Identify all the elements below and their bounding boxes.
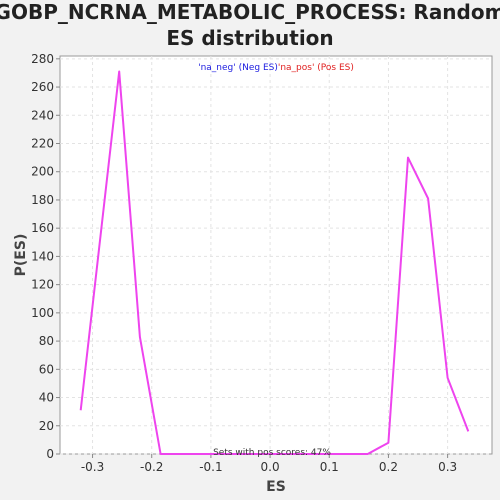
y-axis-label: P(ES) — [13, 234, 29, 277]
x-tick-label: 0.1 — [320, 460, 339, 474]
y-tick-label: 20 — [39, 419, 54, 433]
y-tick-label: 140 — [31, 249, 54, 263]
grid-lines — [60, 56, 492, 455]
y-tick-label: 60 — [39, 362, 54, 376]
y-tick-label: 260 — [31, 80, 54, 94]
legend-entry-neg: 'na_neg' (Neg ES) — [198, 63, 278, 73]
chart-title-line2: ES distribution — [166, 26, 333, 50]
legend-entry-pos: 'na_pos' (Pos ES) — [278, 63, 354, 73]
x-tick-label: -0.3 — [81, 460, 104, 474]
y-tick-label: 0 — [46, 447, 54, 461]
y-tick-label: 180 — [31, 193, 54, 207]
y-axis-ticks: 0 20 40 60 80 100 120 140 160 180 200 220 240 260 280 — [31, 52, 60, 461]
y-tick-label: 160 — [31, 221, 54, 235]
x-tick-label: 0.2 — [379, 460, 398, 474]
series-line — [79, 70, 470, 455]
y-tick-label: 80 — [39, 334, 54, 348]
y-tick-label: 240 — [31, 108, 54, 122]
y-tick-label: 40 — [39, 391, 54, 405]
y-tick-label: 220 — [31, 137, 54, 151]
plot-area — [59, 55, 493, 455]
x-tick-label: 0.3 — [438, 460, 457, 474]
x-tick-label: 0.0 — [261, 460, 280, 474]
y-tick-label: 280 — [31, 52, 54, 66]
annotation-pos-scores: Sets with pos scores: 47% — [213, 448, 331, 458]
y-tick-label: 200 — [31, 165, 54, 179]
x-tick-label: -0.2 — [140, 460, 163, 474]
y-tick-label: 100 — [31, 306, 54, 320]
chart-title-line1: GOBP_NCRNA_METABOLIC_PROCESS: Random — [0, 0, 500, 24]
series-group — [79, 70, 470, 455]
y-tick-label: 120 — [31, 278, 54, 292]
x-tick-label: -0.1 — [199, 460, 222, 474]
x-axis-label: ES — [266, 479, 286, 495]
legend: 'na_neg' (Neg ES)'na_pos' (Pos ES) — [198, 63, 354, 73]
x-axis-ticks: -0.3 -0.2 -0.1 0.0 0.1 0.2 0.3 — [81, 454, 457, 474]
